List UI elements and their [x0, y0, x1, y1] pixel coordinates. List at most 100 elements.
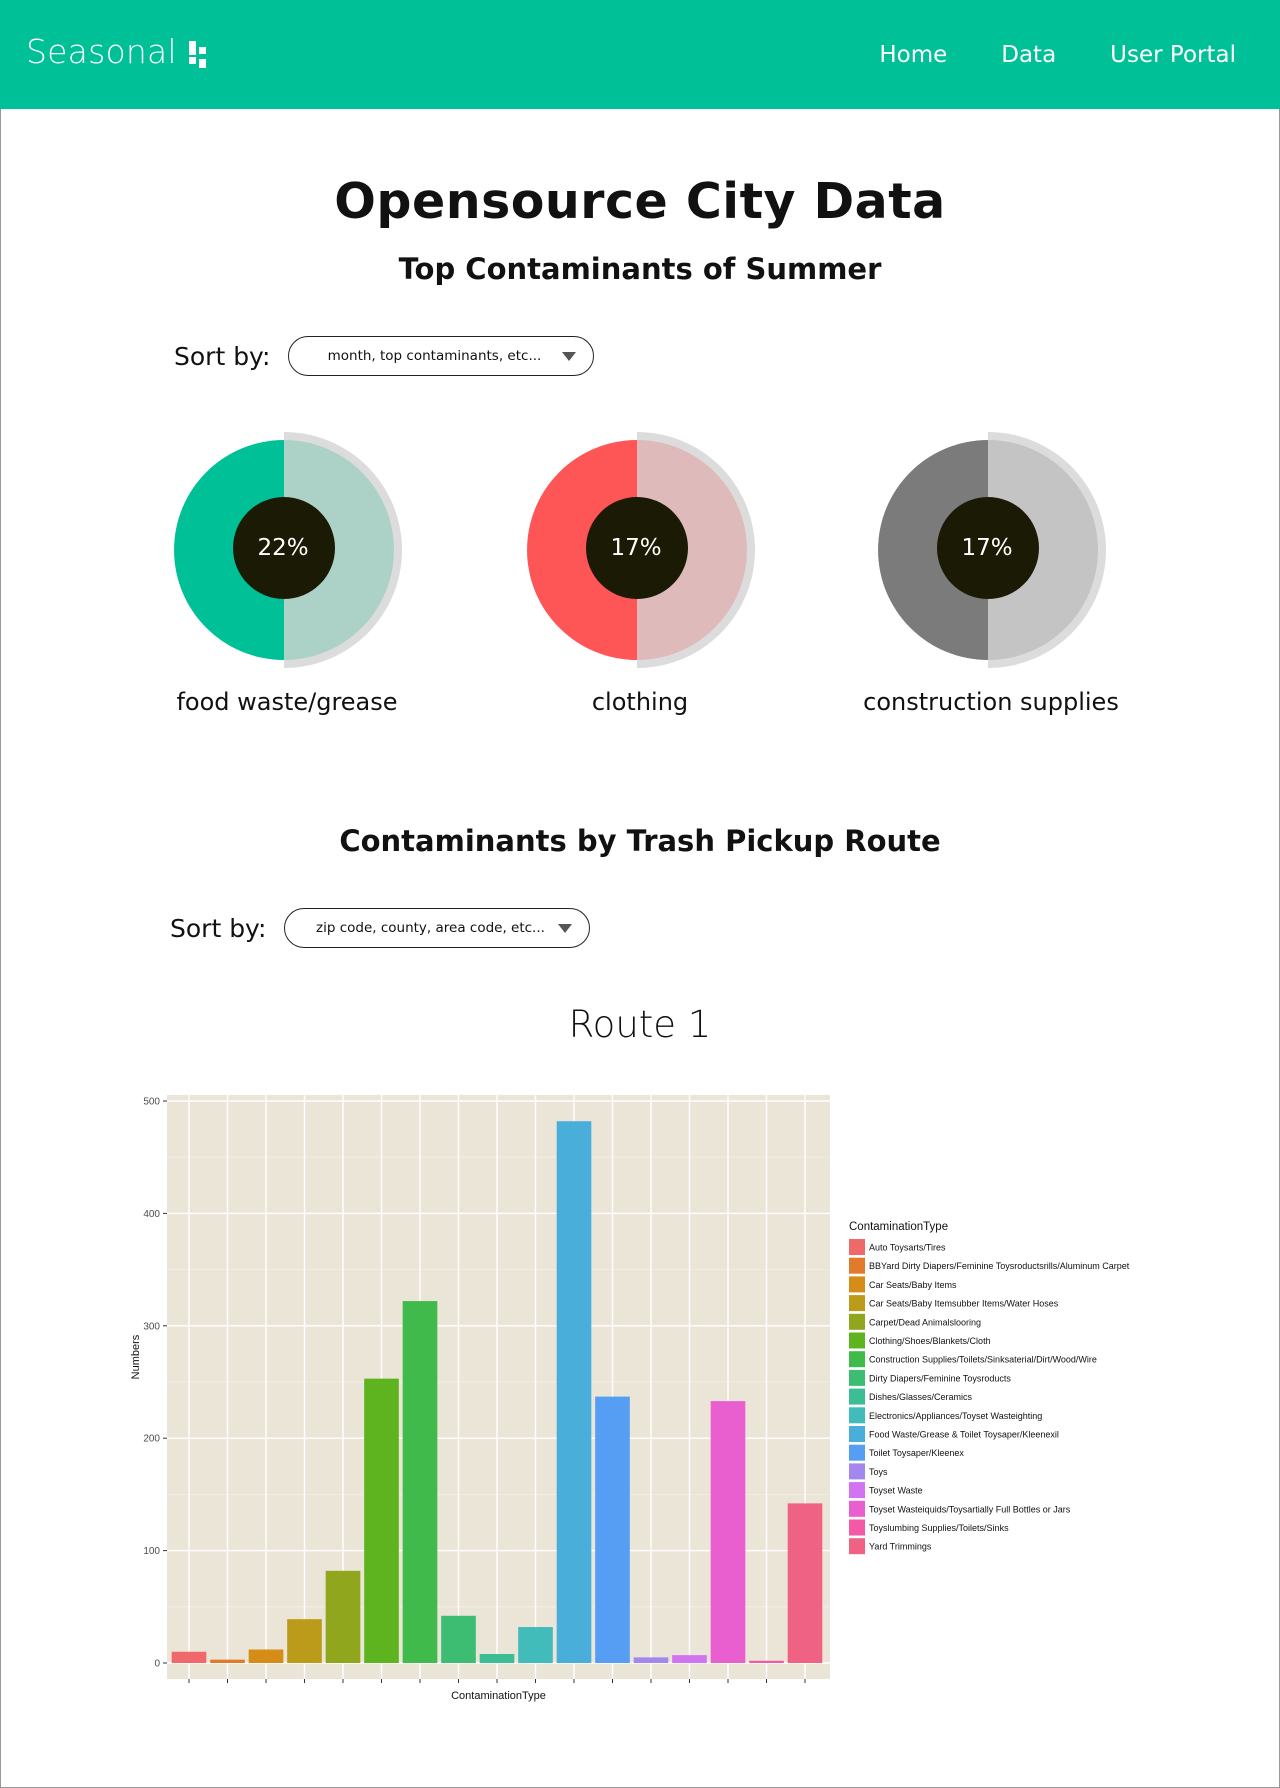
donut-label-food-waste: food waste/grease: [176, 688, 398, 716]
nav-user-portal-link[interactable]: User Portal: [1110, 41, 1236, 68]
bar: [710, 1401, 746, 1663]
y-tick-label: 400: [143, 1209, 160, 1220]
chevron-down-icon: [558, 924, 573, 933]
legend-swatch: [849, 1538, 865, 1555]
legend-swatch: [849, 1351, 865, 1368]
legend-swatch: [849, 1239, 865, 1255]
summer-sort-row: Sort by: month, top contaminants, etc...: [174, 336, 595, 376]
legend-label: Carpet/Dead Animalslooring: [869, 1317, 981, 1327]
bar: [248, 1649, 284, 1663]
y-axis-label: Numbers: [130, 1334, 142, 1379]
donut-main-half: [174, 440, 284, 660]
donut-center: [937, 497, 1039, 599]
summer-section-title: Top Contaminants of Summer: [398, 252, 882, 286]
routes-sort-dropdown[interactable]: zip code, county, area code, etc...: [284, 908, 591, 948]
legend-label: Construction Supplies/Toilets/Sinksateri…: [869, 1355, 1097, 1365]
bar-chart-svg: 0 100 200 300 400 500 ContaminationType Numbers…: [130, 1095, 1130, 1702]
donut-light-half: [284, 440, 394, 660]
donut-chart-clothing: 17%: [527, 430, 767, 670]
donut-light-half: [637, 440, 747, 660]
brand-blocks-icon: [185, 33, 213, 71]
legend-label: BBYard Dirty Diapers/Feminine Toysroduct…: [869, 1261, 1130, 1271]
donut-main-half: [878, 440, 988, 660]
chevron-down-icon: [562, 352, 577, 361]
donut-percent: 17%: [961, 535, 1013, 561]
legend-swatch: [849, 1463, 865, 1480]
donut-chart-construction: 17%: [878, 430, 1118, 670]
summer-sort-label: Sort by:: [174, 341, 271, 371]
legend-label: Dirty Diapers/Feminine Toysroducts: [869, 1373, 1011, 1383]
page-title: Opensource City Data: [334, 173, 946, 230]
summer-sort-value: month, top contaminants, etc...: [327, 348, 542, 364]
bar: [325, 1570, 361, 1663]
donut-center: [233, 497, 335, 599]
legend-swatch: [849, 1257, 865, 1274]
bar: [749, 1660, 784, 1663]
route-title: Route 1: [568, 1003, 712, 1046]
y-tick-label: 300: [143, 1321, 160, 1332]
legend-swatch: [849, 1369, 865, 1386]
legend-swatch: [849, 1407, 865, 1424]
donut-center: [586, 497, 688, 599]
legend-label: Toys: [869, 1467, 888, 1477]
donut-chart-food-waste: 22%: [174, 430, 414, 670]
route-bar-chart: 0 100 200 300 400 500 ContaminationType Numbers…: [120, 1085, 1180, 1729]
routes-sort-row: Sort by: zip code, county, area code, et…: [170, 908, 591, 948]
bar: [364, 1378, 399, 1663]
donut-percent: 17%: [610, 535, 662, 561]
donut-ring: [174, 432, 402, 668]
donut-main-half: [527, 440, 637, 660]
legend-label: Food Waste/Grease & Toilet Toysaper/Klee…: [869, 1430, 1059, 1440]
summer-sort-dropdown[interactable]: month, top contaminants, etc...: [288, 336, 595, 376]
legend-label: Toyset Waste: [869, 1486, 923, 1496]
legend-label: Clothing/Shoes/Blankets/Cloth: [869, 1336, 991, 1346]
donut-percent: 22%: [257, 535, 309, 561]
donut-ring: [878, 432, 1106, 668]
legend-label: Yard Trimmings: [869, 1542, 932, 1552]
nav-home-link[interactable]: Home: [879, 41, 948, 68]
legend-swatch: [849, 1444, 865, 1461]
legend-swatch: [849, 1332, 865, 1349]
bar: [556, 1121, 592, 1663]
legend-swatch: [849, 1482, 865, 1499]
legend-label: Dishes/Glasses/Ceramics: [869, 1392, 973, 1402]
routes-section-title: Contaminants by Trash Pickup Route: [339, 824, 941, 858]
donut-light-half: [988, 440, 1098, 660]
bar: [210, 1659, 245, 1663]
legend-swatch: [849, 1295, 865, 1312]
legend-title: ContaminationType: [849, 1221, 948, 1233]
legend-swatch: [849, 1500, 865, 1517]
bar: [441, 1615, 476, 1663]
legend-label: Car Seats/Baby Items: [869, 1280, 957, 1290]
nav-data-link[interactable]: Data: [1001, 41, 1057, 68]
legend-swatch: [849, 1276, 865, 1293]
legend-label: Electronics/Appliances/Toyset Wasteighti…: [869, 1411, 1042, 1421]
bar: [287, 1619, 322, 1663]
legend-label: Toyslumbing Supplies/Toilets/Sinks: [869, 1523, 1009, 1533]
y-tick-label: 100: [143, 1546, 160, 1557]
routes-sort-label: Sort by:: [170, 913, 267, 943]
y-tick-label: 0: [154, 1659, 160, 1670]
nav-links: Home Data User Portal: [879, 0, 1280, 109]
x-axis-label: ContaminationType: [451, 1690, 546, 1702]
donut-label-clothing: clothing: [591, 688, 689, 716]
routes-sort-value: zip code, county, area code, etc...: [316, 920, 545, 936]
brand-logo-link[interactable]: Seasonal: [26, 32, 213, 71]
bar: [787, 1503, 823, 1663]
donut-label-construction: construction supplies: [863, 688, 1119, 716]
navbar: Seasonal Home Data User Portal: [0, 0, 1280, 109]
bar: [402, 1301, 438, 1663]
y-tick-label: 200: [143, 1434, 160, 1445]
legend-swatch: [849, 1426, 865, 1442]
legend-swatch: [849, 1313, 865, 1330]
legend-swatch: [849, 1519, 865, 1536]
donut-ring: [527, 432, 755, 668]
bar: [171, 1651, 207, 1663]
bar: [595, 1396, 630, 1663]
bar: [479, 1654, 515, 1663]
bar: [518, 1627, 553, 1663]
legend-label: Auto Toysarts/Tires: [869, 1243, 946, 1253]
y-tick-label: 500: [143, 1097, 160, 1108]
legend-label: Toyset Wasteiquids/Toysartially Full Bot…: [869, 1504, 1071, 1514]
legend-swatch: [849, 1388, 865, 1405]
